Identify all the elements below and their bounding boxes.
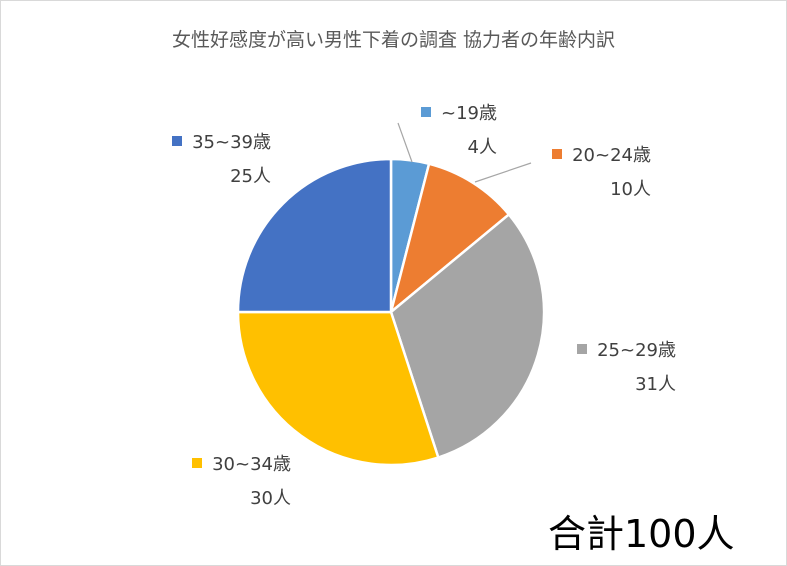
pie-slice-3 [236,310,440,467]
data-label-35-39: 35~39歳 25人 [141,126,271,194]
pie-slice-4 [236,157,393,314]
pie-slices [236,157,546,467]
slice-label: 35~39歳 [192,132,271,153]
legend-swatch [577,344,588,354]
slice-label: ~19歳 [441,103,497,124]
legend-swatch [192,458,203,468]
chart-title: 女性好感度が高い男性下着の調査 協力者の年齢内訳 [171,29,616,51]
leader-lines [397,122,532,183]
slice-value: 4人 [467,137,497,158]
data-label-30-34: 30~34歳 30人 [161,448,291,516]
pie-slice-1 [389,162,511,314]
legend-swatch [172,136,183,146]
slice-value: 10人 [610,179,651,200]
slice-value: 25人 [230,166,271,187]
slice-label: 25~29歳 [597,340,676,361]
slice-value: 30人 [250,488,291,509]
slice-label: 30~34歳 [212,454,291,475]
pie-slice-2 [389,213,546,459]
total-annotation: 合計100人 [548,512,735,556]
data-label-25-29: 25~29歳 31人 [546,334,676,402]
data-label-20-24: 20~24歳 10人 [521,139,651,207]
legend-swatch [421,107,431,117]
legend-swatch [552,149,563,159]
leader-line-under-19 [397,122,413,163]
data-label-under-19: ~19歳 4人 [397,97,497,165]
leader-line-20-24 [474,162,532,183]
slice-label: 20~24歳 [572,145,651,166]
slice-value: 31人 [635,374,676,395]
